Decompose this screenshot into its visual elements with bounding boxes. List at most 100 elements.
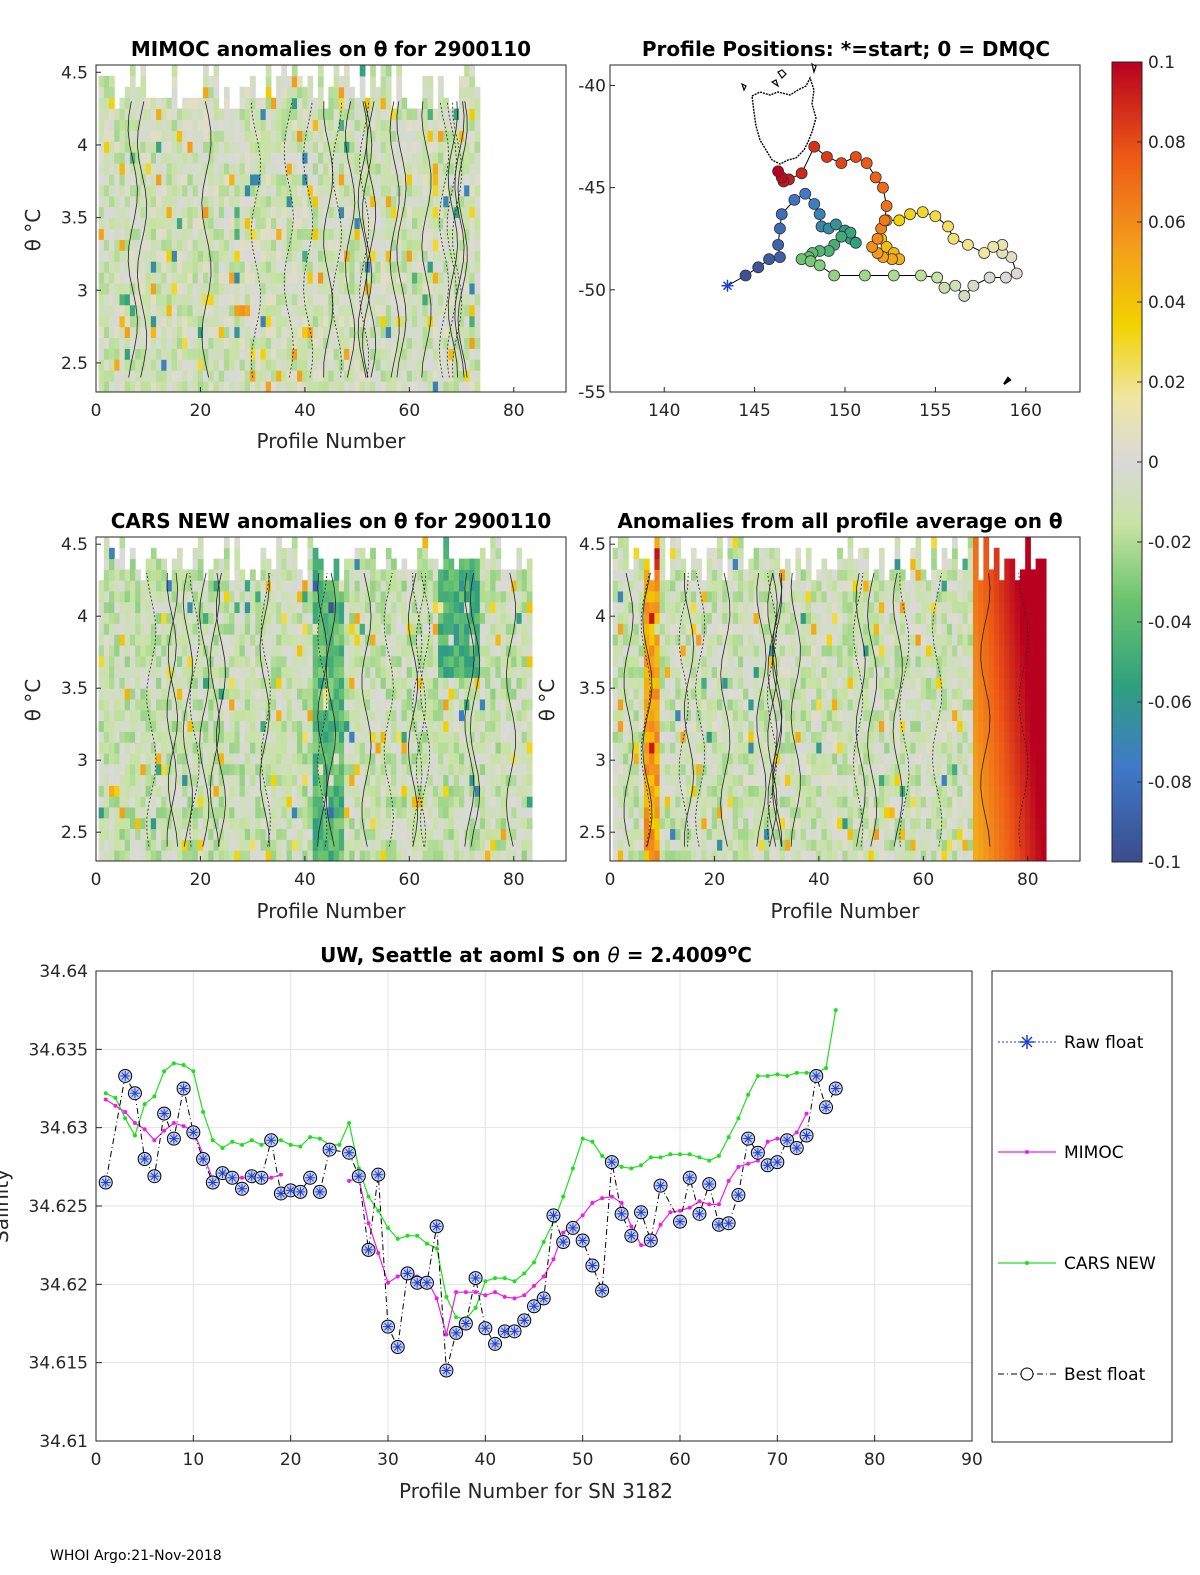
heatmap-cell [166, 195, 173, 208]
heatmap-cell [213, 75, 220, 88]
heatmap-cell [344, 634, 350, 646]
heatmap-cell [490, 720, 496, 732]
heatmap-cell [417, 283, 423, 295]
heatmap-cell [276, 709, 282, 722]
heatmap-cell [432, 370, 439, 382]
heatmap-cell [432, 239, 439, 251]
heatmap-cell [505, 753, 512, 765]
heatmap-cell [171, 163, 178, 175]
heatmap-cell [150, 304, 157, 317]
heatmap-cell [140, 337, 147, 349]
heatmap-cell [124, 86, 131, 99]
heatmap-cell [623, 688, 629, 700]
heatmap-cell [161, 645, 167, 657]
heatmap-cell [664, 796, 671, 808]
heatmap-cell [307, 239, 314, 251]
heatmap-cell [364, 699, 371, 711]
heatmap-cell [234, 239, 241, 251]
heatmap-cell [197, 839, 204, 851]
heatmap-cell [364, 250, 371, 262]
heatmap-cell [448, 634, 455, 646]
heatmap-cell [171, 152, 178, 164]
heatmap-cell [109, 634, 115, 646]
heatmap-cell [333, 807, 340, 819]
heatmap-cell [359, 315, 366, 328]
heatmap-cell [375, 688, 382, 700]
heatmap-cell [438, 184, 444, 197]
heatmap-cell [239, 315, 246, 328]
heatmap-cell [150, 152, 157, 164]
heatmap-cell [281, 108, 288, 120]
heatmap-cell [474, 828, 481, 840]
heatmap-cell [182, 828, 188, 840]
heatmap-cell [98, 742, 105, 754]
heatmap-cell [438, 623, 444, 635]
heatmap-cell [685, 688, 692, 700]
heatmap-cell [103, 348, 110, 360]
heatmap-cell [223, 774, 230, 786]
heatmap-cell [244, 228, 251, 240]
heatmap-cell [690, 850, 697, 862]
heatmap-cell [103, 86, 110, 99]
heatmap-cell [359, 304, 366, 317]
heatmap-cell [396, 97, 402, 110]
heatmap-cell [643, 591, 650, 603]
heatmap-cell [438, 272, 444, 284]
heatmap-cell [443, 195, 449, 208]
heatmap-cell [255, 839, 261, 851]
heatmap-cell [103, 239, 110, 251]
y-tick-label: 3 [77, 281, 88, 301]
heatmap-cell [140, 612, 147, 624]
heatmap-cell [135, 677, 141, 689]
heatmap-cell [270, 108, 277, 120]
heatmap-cell [469, 774, 476, 786]
heatmap-cell [98, 337, 105, 349]
heatmap-cell [396, 699, 402, 711]
y-tick-label: 3 [77, 751, 88, 771]
heatmap-cell [364, 558, 371, 570]
heatmap-cell [119, 839, 126, 851]
contour-line [457, 101, 468, 378]
heatmap-cell [485, 753, 491, 765]
heatmap-cell [328, 108, 335, 120]
heatmap-cell [156, 569, 162, 581]
heatmap-cell [375, 174, 382, 186]
heatmap-cell [145, 817, 152, 830]
heatmap-cell [333, 119, 340, 131]
heatmap-cell [109, 774, 115, 786]
heatmap-cell [359, 261, 366, 273]
heatmap-cell [244, 709, 251, 722]
heatmap-cell [401, 569, 408, 581]
heatmap-cell [229, 108, 235, 120]
heatmap-cell [187, 370, 194, 382]
heatmap-cell [333, 272, 340, 284]
heatmap-cell [276, 796, 282, 808]
heatmap-cell [229, 796, 235, 808]
heatmap-cell [364, 591, 371, 603]
heatmap-cell [124, 731, 131, 743]
heatmap-cell [427, 141, 434, 153]
heatmap-cell [281, 293, 288, 306]
heatmap-cell [98, 217, 105, 229]
heatmap-cell [323, 731, 329, 743]
colorbar-tick-label: 0.06 [1148, 213, 1186, 233]
heatmap-cell [333, 591, 340, 603]
heatmap-cell [114, 239, 120, 251]
heatmap-cell [270, 753, 277, 765]
heatmap-cell [312, 261, 319, 273]
heatmap-cell [145, 108, 152, 120]
heatmap-cell [197, 785, 204, 797]
heatmap-cell [145, 753, 152, 765]
heatmap-cell [208, 217, 214, 229]
heatmap-cell [192, 666, 199, 678]
heatmap-cell [406, 206, 413, 219]
heatmap-cell [422, 315, 429, 328]
heatmap-cell [370, 785, 376, 797]
heatmap-cell [490, 688, 496, 700]
heatmap-cell [464, 601, 470, 614]
heatmap-cell [380, 839, 387, 851]
heatmap-cell [411, 796, 418, 808]
heatmap-cell [182, 326, 188, 338]
heatmap-cell [244, 580, 251, 592]
heatmap-cell [359, 65, 366, 77]
